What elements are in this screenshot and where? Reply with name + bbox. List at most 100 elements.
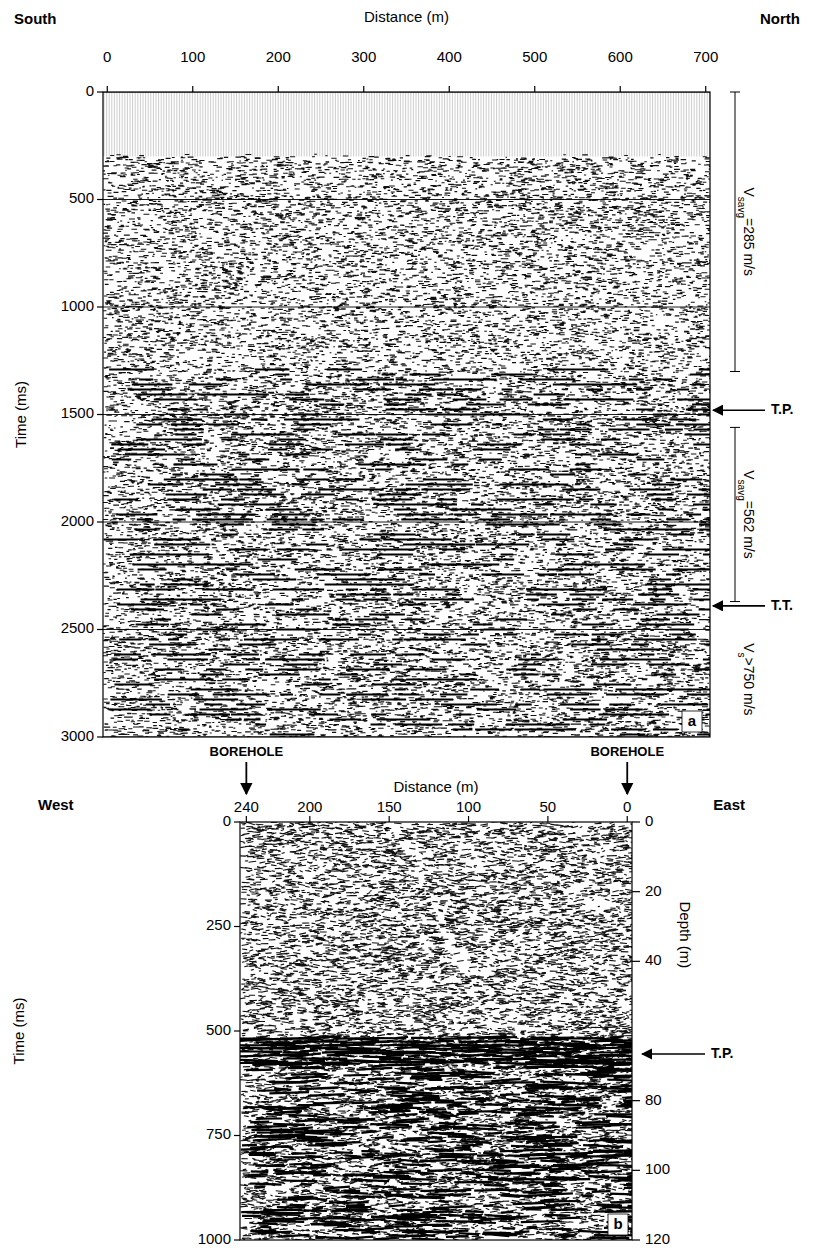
borehole-arrow <box>626 762 628 794</box>
x-tick-label: 100 <box>456 798 481 815</box>
x-tick <box>107 86 108 92</box>
panel-b: 240200150100500Distance (m)WestEast02505… <box>10 744 745 1247</box>
y-tick-label: 2500 <box>61 619 94 636</box>
x-tick <box>278 86 279 92</box>
interval-end <box>730 601 740 602</box>
y2-tick-label: 100 <box>645 1160 670 1177</box>
y2-tick <box>632 891 640 892</box>
y2-tick <box>632 1239 640 1240</box>
x-tick <box>705 86 706 92</box>
y-tick <box>234 926 240 927</box>
borehole-label: BOREHOLE <box>210 744 284 759</box>
horizon-label: T.P. <box>771 401 793 417</box>
y2-tick <box>632 961 640 962</box>
x-tick-label: 150 <box>377 798 402 815</box>
plot-frame <box>240 822 632 1240</box>
panel-letter-box <box>682 711 702 732</box>
x-tick-label: 50 <box>540 798 557 815</box>
y-tick <box>97 414 103 415</box>
y-tick-label: 500 <box>69 189 94 206</box>
panel-letter: a <box>688 712 697 729</box>
x-tick <box>620 86 621 92</box>
y2-tick-label: 40 <box>645 951 662 968</box>
grid-line <box>103 629 710 630</box>
interval-label: Vsavg=562 m/s <box>737 470 758 558</box>
x-tick-label: 700 <box>693 48 718 65</box>
horizon-label: T.T. <box>771 597 793 613</box>
grid-line <box>103 307 710 308</box>
seismic-texture <box>103 92 710 737</box>
x-tick-label: 200 <box>266 48 291 65</box>
x-tick <box>468 816 469 822</box>
y-tick <box>234 1030 240 1031</box>
plot-frame <box>103 92 710 737</box>
y2-tick-label: 80 <box>645 1091 662 1108</box>
y2-tick <box>632 1100 640 1101</box>
direction-label: South <box>14 10 57 27</box>
x-tick-label: 0 <box>103 48 111 65</box>
interval-label: Vs>750 m/s <box>737 643 758 715</box>
grid-line <box>103 522 710 523</box>
x-tick-label: 100 <box>180 48 205 65</box>
horizon-arrow <box>642 1053 705 1055</box>
x-tick-label: 200 <box>297 798 322 815</box>
y-tick-label: 0 <box>86 82 94 99</box>
x-tick-label: 240 <box>234 798 259 815</box>
x-tick-label: 500 <box>522 48 547 65</box>
y-tick-label: 2000 <box>61 512 94 529</box>
y2-tick <box>632 821 640 822</box>
direction-label: North <box>760 10 800 27</box>
x-tick <box>547 816 548 822</box>
y-tick <box>97 91 103 92</box>
grid-line <box>103 199 710 200</box>
y2-tick <box>632 1170 640 1171</box>
y-tick <box>97 306 103 307</box>
y2-tick-label: 0 <box>645 812 653 829</box>
y-tick-label: 1500 <box>61 404 94 421</box>
y-tick-label: 250 <box>206 916 231 933</box>
horizon-arrow <box>713 409 765 411</box>
y2-tick-label: 120 <box>645 1230 670 1247</box>
y-tick-label: 1000 <box>198 1230 231 1247</box>
y-tick <box>97 199 103 200</box>
y-tick <box>234 1135 240 1136</box>
x-axis-title: Distance (m) <box>393 778 478 795</box>
x-tick-label: 600 <box>608 48 633 65</box>
x-tick <box>309 816 310 822</box>
y-axis-title: Time (ms) <box>12 381 29 448</box>
direction-label: West <box>38 796 74 813</box>
y-tick <box>97 629 103 630</box>
x-tick <box>627 816 628 822</box>
seismic-texture <box>240 822 632 1240</box>
y-tick <box>234 821 240 822</box>
y-tick-label: 3000 <box>61 727 94 744</box>
x-tick <box>246 816 247 822</box>
y-tick <box>97 521 103 522</box>
borehole-label: BOREHOLE <box>590 744 664 759</box>
interval-end <box>730 371 740 372</box>
x-tick <box>534 86 535 92</box>
y-tick <box>234 1239 240 1240</box>
panel-letter: b <box>613 1215 622 1232</box>
horizon-arrow <box>713 605 765 607</box>
reflectors <box>240 1036 632 1240</box>
panel-letter-box <box>608 1214 628 1235</box>
interval-bracket <box>735 92 736 372</box>
grid-line <box>103 414 710 415</box>
interval-label: Vsavg=285 m/s <box>737 188 758 276</box>
trace-lines <box>104 92 710 157</box>
reflectors <box>104 369 710 734</box>
x-tick <box>363 86 364 92</box>
interval-bracket <box>735 427 736 601</box>
borehole-arrow <box>245 762 247 794</box>
x-tick-label: 400 <box>437 48 462 65</box>
x-tick <box>449 86 450 92</box>
y2-tick-label: 20 <box>645 882 662 899</box>
x-tick <box>389 816 390 822</box>
figure: 0100200300400500600700Distance (m)SouthN… <box>0 0 816 1255</box>
x-tick-label: 300 <box>351 48 376 65</box>
y-tick <box>97 736 103 737</box>
direction-label: East <box>713 796 745 813</box>
interval-end <box>730 427 740 428</box>
y-tick-label: 750 <box>206 1125 231 1142</box>
